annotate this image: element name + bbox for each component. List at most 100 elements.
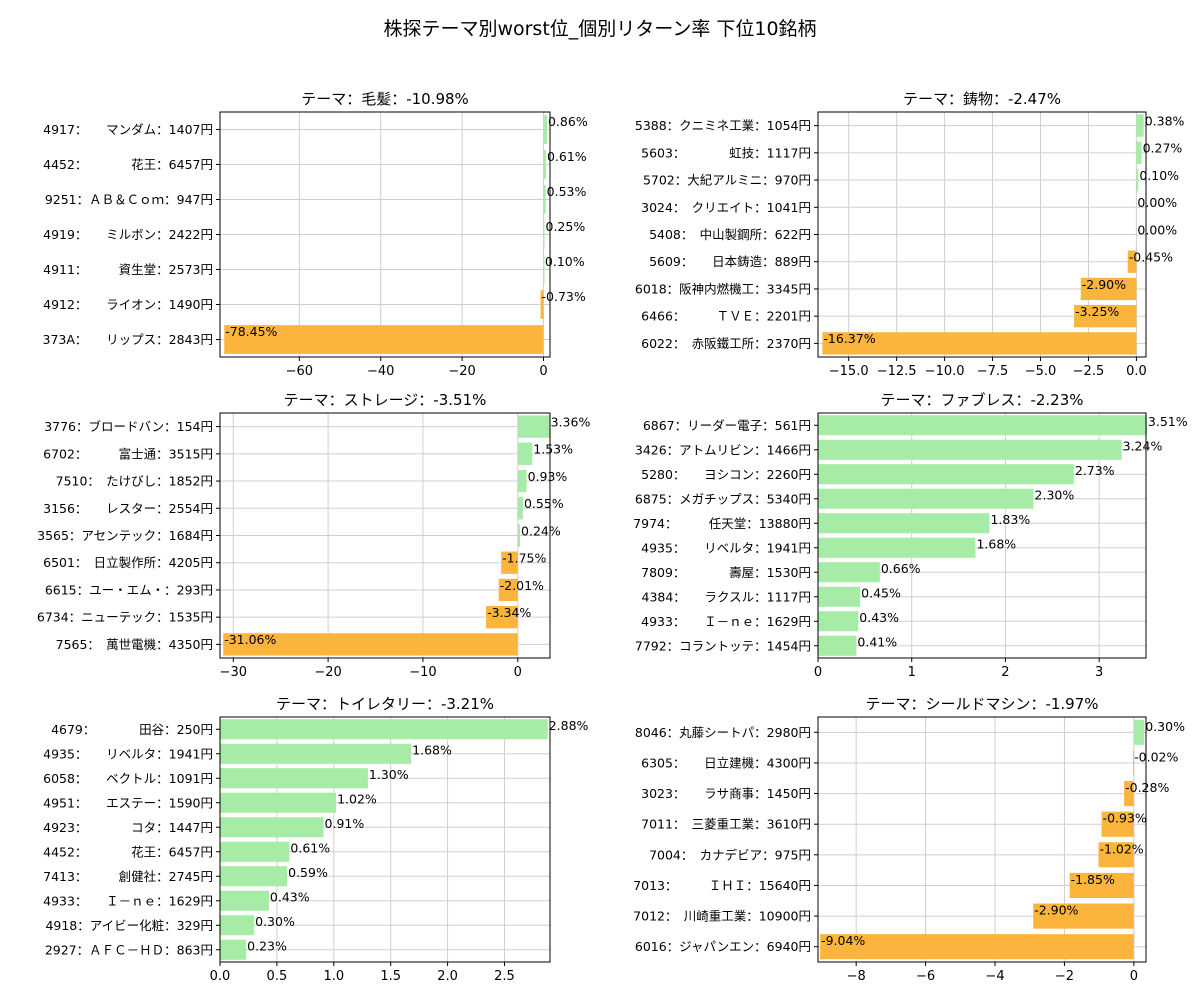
bar <box>818 415 1147 436</box>
data-label: 3.24% <box>1123 439 1163 454</box>
bar <box>486 606 518 629</box>
bar <box>543 255 545 284</box>
data-label: -78.45% <box>225 324 277 339</box>
chart-panel-3: 3.36% 1.53% 0.93% 0.55% 0.24% -1.75% -2.01% -3.… <box>37 391 591 680</box>
data-label: 0.38% <box>1145 113 1185 128</box>
data-label: -0.45% <box>1129 250 1173 265</box>
bar <box>1074 305 1137 328</box>
data-label: 0.24% <box>521 523 561 538</box>
bar <box>220 743 412 764</box>
y-tick-label: 4919： ミルボン：2422円 <box>43 227 213 242</box>
x-tick-label: −12.5 <box>877 364 917 379</box>
x-tick-label: 0 <box>539 364 547 379</box>
y-tick-label: 2927：ＡＦＣ－ＨＤ：863円 <box>45 942 213 957</box>
data-label: -16.37% <box>823 331 875 346</box>
data-label: 0.00% <box>1137 222 1177 237</box>
bar <box>1133 719 1145 745</box>
y-tick-label: 8046：丸藤シートパ：2980円 <box>635 725 811 740</box>
y-tick-label: 7809： 壽屋：1530円 <box>641 565 811 580</box>
x-tick-label: 0 <box>814 665 822 680</box>
bar <box>818 635 857 656</box>
bar <box>543 185 546 214</box>
axes-frame <box>817 412 1147 659</box>
bar <box>220 890 269 911</box>
data-label: 0.25% <box>546 219 586 234</box>
bar <box>818 464 1074 485</box>
y-tick-label: 3426：アトムリビン：1466円 <box>635 442 811 457</box>
y-tick-label: 6305： 日立建機：4300円 <box>641 755 811 770</box>
bar <box>498 578 518 602</box>
data-label: -1.85% <box>1071 872 1115 887</box>
data-label: -0.02% <box>1134 749 1178 764</box>
bar <box>220 866 288 887</box>
bar <box>517 497 523 520</box>
y-tick-label: 5408： 中山製鋼所：622円 <box>649 227 811 242</box>
chart-panel-5: 2.88% 1.68%1.30% 1.02% 0.91% 0.61% 0.59% 0.43%… <box>43 695 588 984</box>
data-label: 0.55% <box>524 496 564 511</box>
bar <box>224 325 544 354</box>
chart-panel-2: 0.38% 0.27% 0.10% 0.00% 0.00% -0.45%-2.90% -3.… <box>635 90 1185 379</box>
bar <box>517 442 533 465</box>
bar <box>501 551 518 574</box>
y-tick-label: 4917： マンダム：1407円 <box>43 122 213 137</box>
bar <box>220 719 548 740</box>
data-label: 0.43% <box>859 610 899 625</box>
y-tick-label: 6702： 富士通：3515円 <box>43 446 213 461</box>
x-tick-label: −20 <box>314 665 341 680</box>
y-tick-label: 6466： ＴＶＥ：2201円 <box>641 309 811 324</box>
y-tick-label: 4951： エステー：1590円 <box>43 795 213 810</box>
bar <box>223 633 518 656</box>
data-label: 0.86% <box>548 114 588 129</box>
y-tick-label: 4911： 資生堂：2573円 <box>43 262 213 277</box>
y-tick-label: 3023： ラサ商事：1450円 <box>641 786 811 801</box>
bar <box>220 792 337 813</box>
bar <box>1136 114 1144 137</box>
chart-title: テーマ：鋳物：-2.47% <box>903 90 1061 108</box>
bar <box>220 915 255 936</box>
y-tick-label: 7792：コラントッテ：1454円 <box>635 638 811 653</box>
bar <box>820 934 1134 960</box>
x-tick-label: −10 <box>409 665 436 680</box>
y-tick-label: 6875：メガチップス：5340円 <box>635 491 811 506</box>
data-label: 0.10% <box>545 254 585 269</box>
y-tick-label: 3776：ブロードバン：154円 <box>44 419 213 434</box>
data-label: 0.10% <box>1139 168 1179 183</box>
y-tick-label: 7510： たけびし：1852円 <box>56 474 213 489</box>
y-tick-label: 4452： 花王：6457円 <box>43 844 213 859</box>
axes-frame <box>219 716 551 963</box>
chart-title: テーマ：ファブレス：-2.23% <box>880 391 1083 409</box>
chart-title: テーマ：トイレタリー：-3.21% <box>276 695 494 713</box>
y-tick-label: 6615：ユー・エム・：293円 <box>45 582 213 597</box>
bar <box>220 817 324 838</box>
data-label: 0.00% <box>1137 195 1177 210</box>
x-tick-label: 2 <box>1001 665 1009 680</box>
x-tick-label: 0.0 <box>1126 364 1147 379</box>
y-tick-label: 7012： 川崎重工業：10900円 <box>633 909 811 924</box>
y-tick-label: 4933： Ｉ－ｎｅ：1629円 <box>641 614 811 629</box>
data-label: 0.41% <box>857 635 897 650</box>
x-tick-label: 0 <box>514 665 522 680</box>
x-tick-label: −2 <box>1055 969 1074 984</box>
bar <box>543 220 545 249</box>
data-label: 0.59% <box>288 865 328 880</box>
data-label: 0.30% <box>1145 719 1185 734</box>
bar <box>1080 277 1137 301</box>
bar <box>818 586 861 607</box>
y-tick-label: 7413： 創健社：2745円 <box>43 869 213 884</box>
y-tick-label: 4935： リベルタ：1941円 <box>641 540 811 555</box>
y-tick-label: 6018：阪神内燃機工：3345円 <box>635 281 811 296</box>
data-label: 1.83% <box>990 512 1030 527</box>
data-label: -0.73% <box>542 289 586 304</box>
bar <box>818 488 1034 509</box>
y-tick-label: 7565： 萬世電機：4350円 <box>56 637 213 652</box>
x-tick-label: 2.5 <box>494 969 515 984</box>
y-tick-label: 4918：アイビー化粧：329円 <box>45 918 213 933</box>
data-label: 1.68% <box>412 743 452 758</box>
chart-panel-6: 0.30% -0.02% -0.28% -0.93% -1.02% -1.85% -2.90… <box>633 695 1185 984</box>
bar <box>822 332 1137 355</box>
data-label: 0.61% <box>290 841 330 856</box>
y-tick-label: 6867：リーダー電子：561円 <box>643 418 811 433</box>
bar <box>818 562 880 583</box>
y-tick-label: 4679： 田谷：250円 <box>51 722 213 737</box>
bar <box>220 939 247 960</box>
